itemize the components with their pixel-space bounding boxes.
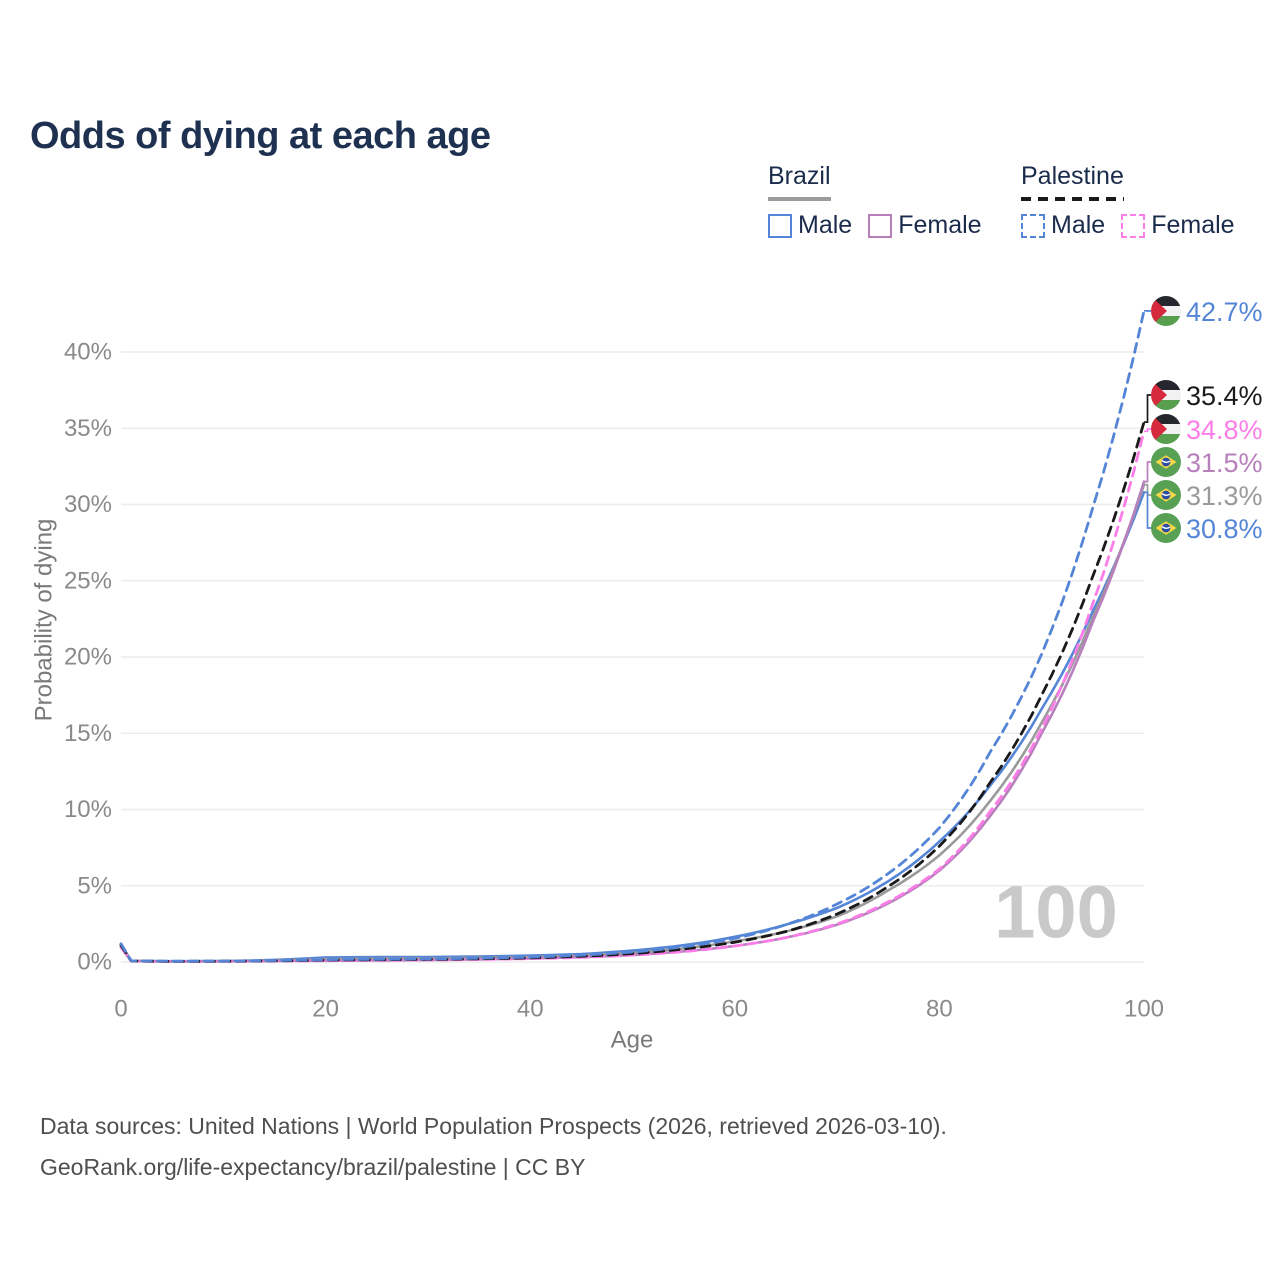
brazil-flag-icon bbox=[1151, 447, 1181, 477]
line-palestine-both[interactable] bbox=[119, 420, 1146, 963]
end-label-value: 35.4% bbox=[1186, 381, 1263, 411]
checkbox-brazil-male[interactable] bbox=[768, 213, 792, 238]
gridlines bbox=[121, 351, 1144, 963]
leader-line bbox=[1144, 394, 1151, 423]
y-tick-label: 30% bbox=[64, 491, 112, 518]
page-title: Odds of dying at each age bbox=[30, 115, 491, 158]
legend-item-palestine-female[interactable]: Female bbox=[1121, 211, 1235, 240]
legend-item-brazil-female[interactable]: Female bbox=[868, 211, 982, 240]
x-tick-label: 0 bbox=[114, 996, 127, 1023]
brazil-flag-icon bbox=[1151, 480, 1181, 510]
line-palestine-male[interactable] bbox=[119, 309, 1146, 963]
y-axis-title: Probability of dying bbox=[31, 519, 58, 722]
line-brazil-female[interactable] bbox=[119, 480, 1146, 963]
legend-item-brazil-male[interactable]: Male bbox=[768, 211, 852, 240]
leader-lines bbox=[1144, 309, 1151, 529]
checkbox-palestine-female[interactable] bbox=[1121, 213, 1146, 238]
legend-group-palestine: Palestine Male Female bbox=[1021, 162, 1251, 240]
leader-line bbox=[1144, 491, 1151, 529]
line-brazil-both[interactable] bbox=[119, 483, 1146, 963]
y-tick-label: 10% bbox=[64, 796, 112, 823]
legend-item-palestine-male[interactable]: Male bbox=[1021, 211, 1105, 240]
legend-label-palestine-male: Male bbox=[1051, 211, 1106, 239]
x-tick-label: 20 bbox=[312, 996, 339, 1023]
legend-title-brazil: Brazil bbox=[768, 162, 831, 190]
x-tick-label: 60 bbox=[721, 996, 748, 1023]
source-line-2: GeoRank.org/life-expectancy/brazil/pales… bbox=[40, 1154, 586, 1180]
y-tick-label: 25% bbox=[64, 567, 112, 594]
y-tick-label: 35% bbox=[64, 415, 112, 442]
brazil-flag-icon bbox=[1151, 513, 1181, 543]
checkbox-palestine-male[interactable] bbox=[1021, 213, 1045, 238]
x-axis-title: Age bbox=[611, 1027, 654, 1054]
palestine-flag-icon bbox=[1151, 380, 1181, 410]
end-label: 35.4% bbox=[1151, 380, 1263, 411]
end-label: 34.8% bbox=[1151, 414, 1263, 445]
y-tick-label: 15% bbox=[64, 720, 112, 747]
end-label-value: 34.8% bbox=[1186, 415, 1263, 445]
legend-title-palestine: Palestine bbox=[1021, 162, 1124, 190]
x-tick-label: 40 bbox=[517, 996, 544, 1023]
palestine-flag-icon bbox=[1151, 414, 1181, 444]
end-label: 42.7% bbox=[1151, 296, 1263, 327]
legend-line-sample-brazil bbox=[768, 197, 831, 201]
leader-line bbox=[1144, 461, 1151, 483]
end-label-value: 30.8% bbox=[1186, 514, 1263, 544]
legend-label-brazil-female: Female bbox=[898, 211, 982, 239]
x-tick-label: 100 bbox=[1124, 996, 1164, 1023]
end-label: 30.8% bbox=[1151, 513, 1263, 544]
end-label-value: 31.5% bbox=[1186, 448, 1263, 478]
legend-line-sample-palestine bbox=[1021, 197, 1124, 201]
line-palestine-female[interactable] bbox=[119, 429, 1146, 963]
line-brazil-male[interactable] bbox=[119, 491, 1146, 963]
source-block: Data sources: United Nations | World Pop… bbox=[40, 1106, 947, 1188]
axis-ticks: 0% 5% 10% 15% 20% 25% 30% 35% 40% 0 20 40 60 80 100 bbox=[64, 339, 1164, 1023]
end-label: 31.5% bbox=[1151, 447, 1263, 478]
checkbox-brazil-female[interactable] bbox=[868, 213, 893, 238]
legend-group-brazil: Brazil Male Female bbox=[768, 162, 998, 240]
end-label-value: 42.7% bbox=[1186, 297, 1263, 327]
age-indicator-watermark: 100 bbox=[994, 871, 1117, 954]
end-label-value: 31.3% bbox=[1186, 481, 1263, 511]
leader-line bbox=[1144, 428, 1151, 433]
leader-line bbox=[1144, 483, 1151, 496]
legend-label-brazil-male: Male bbox=[798, 211, 853, 239]
y-tick-label: 20% bbox=[64, 644, 112, 671]
y-tick-label: 0% bbox=[77, 949, 112, 976]
legend-label-palestine-female: Female bbox=[1151, 211, 1235, 239]
y-tick-label: 40% bbox=[64, 339, 112, 366]
y-tick-label: 5% bbox=[77, 872, 112, 899]
x-tick-label: 80 bbox=[926, 996, 953, 1023]
end-label: 31.3% bbox=[1151, 480, 1263, 511]
palestine-flag-icon bbox=[1151, 296, 1181, 326]
source-line-1: Data sources: United Nations | World Pop… bbox=[40, 1113, 947, 1139]
